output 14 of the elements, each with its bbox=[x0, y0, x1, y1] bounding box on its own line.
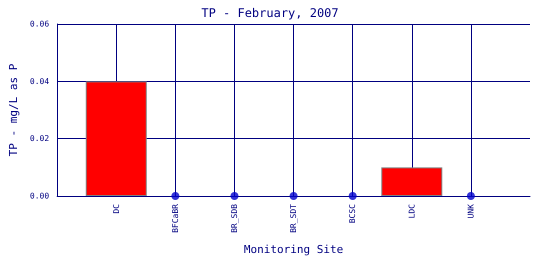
y-tick-label: 0.06 bbox=[30, 20, 50, 28]
x-tick-label: BR_SDT bbox=[289, 204, 298, 233]
y-tick-label: 0.04 bbox=[30, 76, 50, 86]
x-tick-label: LDC bbox=[407, 204, 416, 218]
x-tick-label: DC bbox=[112, 204, 121, 214]
x-axis-title: Monitoring Site bbox=[244, 243, 344, 256]
x-tick-label: BCSC bbox=[348, 204, 358, 224]
x-tick-label: BR_SDB bbox=[230, 204, 239, 233]
y-axis-title: TP - mg/L as P bbox=[7, 63, 20, 156]
y-tick-label: 0.00 bbox=[30, 192, 50, 200]
y-tick-label: 0.02 bbox=[30, 134, 50, 144]
x-tick-label: BFCaBR bbox=[170, 204, 180, 233]
x-tick-label: UNK bbox=[466, 204, 476, 218]
chart-title: TP - February, 2007 bbox=[201, 6, 339, 20]
